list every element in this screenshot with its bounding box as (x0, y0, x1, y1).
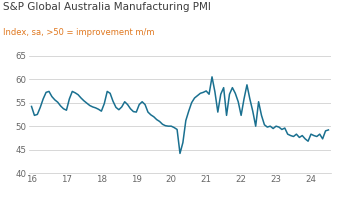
Text: Index, sa, >50 = improvement m/m: Index, sa, >50 = improvement m/m (3, 28, 155, 37)
Text: S&P Global Australia Manufacturing PMI: S&P Global Australia Manufacturing PMI (3, 2, 211, 12)
